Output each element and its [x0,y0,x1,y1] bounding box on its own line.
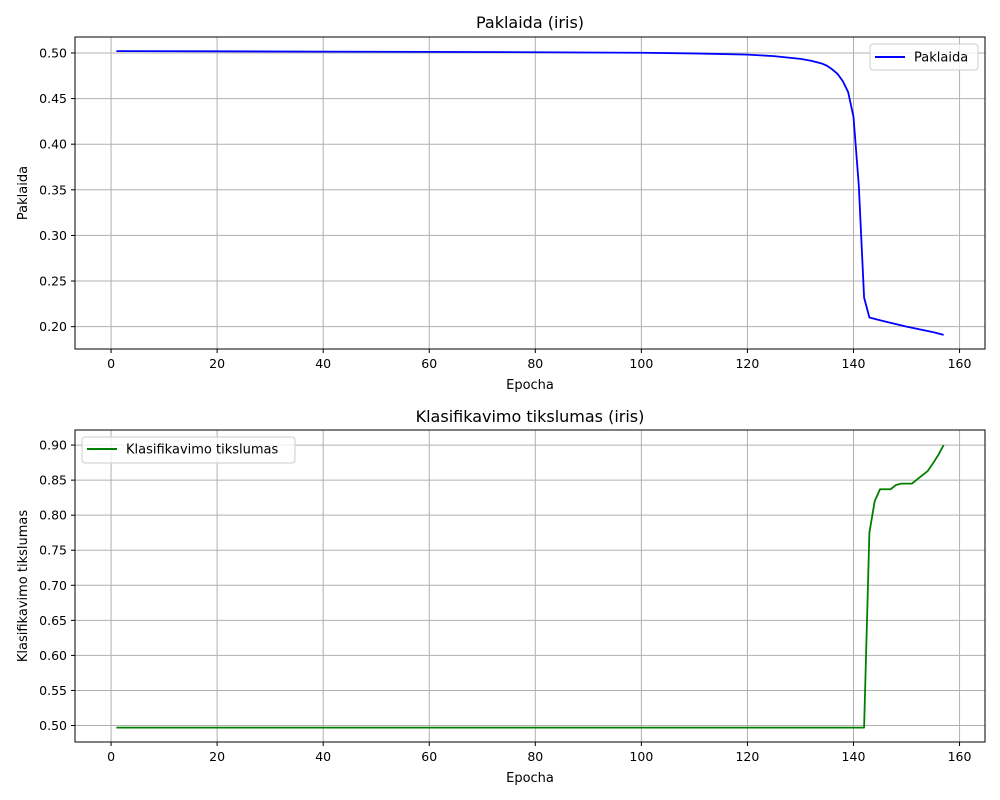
x-tick-label: 80 [527,749,543,764]
y-tick-label: 0.35 [39,182,67,197]
axis-ticks: 0 20 40 60 80 100 120 140 160 0.50 0.55 0.60 0.65 0.7… [39,438,971,764]
y-tick-label: 0.45 [39,91,67,106]
legend: Paklaida [869,43,979,71]
chart-title: Klasifikavimo tikslumas (iris) [416,407,645,426]
series-line-klasifikavimo-tikslumas [116,444,945,729]
legend-box [81,436,296,464]
plot-area [116,444,945,729]
y-tick-label: 0.70 [39,578,67,593]
y-axis-label: Paklaida [16,166,31,220]
legend-label: Paklaida [914,51,968,66]
axes-frame [74,36,986,350]
y-tick-label: 0.40 [39,137,67,152]
x-tick-label: 80 [527,356,543,371]
y-axis-label: Klasifikavimo tikslumas [16,510,31,662]
grid [75,430,985,742]
y-tick-label: 0.25 [39,274,67,289]
x-tick-label: 160 [948,749,972,764]
plot-area [116,50,944,336]
grid [75,37,985,349]
y-tick-label: 0.65 [39,613,67,628]
legend-label: Klasifikavimo tikslumas [126,443,278,458]
x-tick-label: 140 [842,749,866,764]
x-tick-label: 20 [209,749,225,764]
x-axis-label: Epocha [506,771,554,786]
x-tick-label: 120 [735,356,759,371]
x-tick-label: 100 [629,356,653,371]
x-tick-label: 60 [421,749,437,764]
x-axis-label: Epocha [506,378,554,393]
legend-box [869,43,979,71]
axis-ticks: 0 20 40 60 80 100 120 140 160 0.20 0.25 0.30 0.35 0.4… [39,45,971,371]
y-tick-label: 0.50 [39,718,67,733]
y-tick-label: 0.50 [39,45,67,60]
y-tick-label: 0.90 [39,438,67,453]
y-tick-label: 0.85 [39,473,67,488]
x-tick-label: 0 [107,749,115,764]
y-tick-label: 0.75 [39,543,67,558]
x-tick-label: 120 [735,749,759,764]
y-tick-label: 0.20 [39,319,67,334]
x-tick-label: 100 [629,749,653,764]
y-tick-label: 0.80 [39,508,67,523]
x-tick-label: 0 [107,356,115,371]
x-tick-label: 20 [209,356,225,371]
legend: Klasifikavimo tikslumas [81,436,296,464]
accuracy-chart-panel: Klasifikavimo tikslumas (iris) 0 20 40 60 80… [16,407,986,786]
series-line-paklaida [116,50,944,336]
x-tick-label: 160 [948,356,972,371]
y-tick-label: 0.60 [39,648,67,663]
x-tick-label: 60 [421,356,437,371]
x-tick-label: 140 [842,356,866,371]
axes-frame [74,429,986,743]
chart-title: Paklaida (iris) [476,13,584,32]
y-tick-label: 0.30 [39,228,67,243]
y-tick-label: 0.55 [39,683,67,698]
x-tick-label: 40 [315,749,331,764]
loss-chart-panel: Paklaida (iris) 0 20 40 60 80 100 120 140 160 0.2… [16,13,986,393]
x-tick-label: 40 [315,356,331,371]
